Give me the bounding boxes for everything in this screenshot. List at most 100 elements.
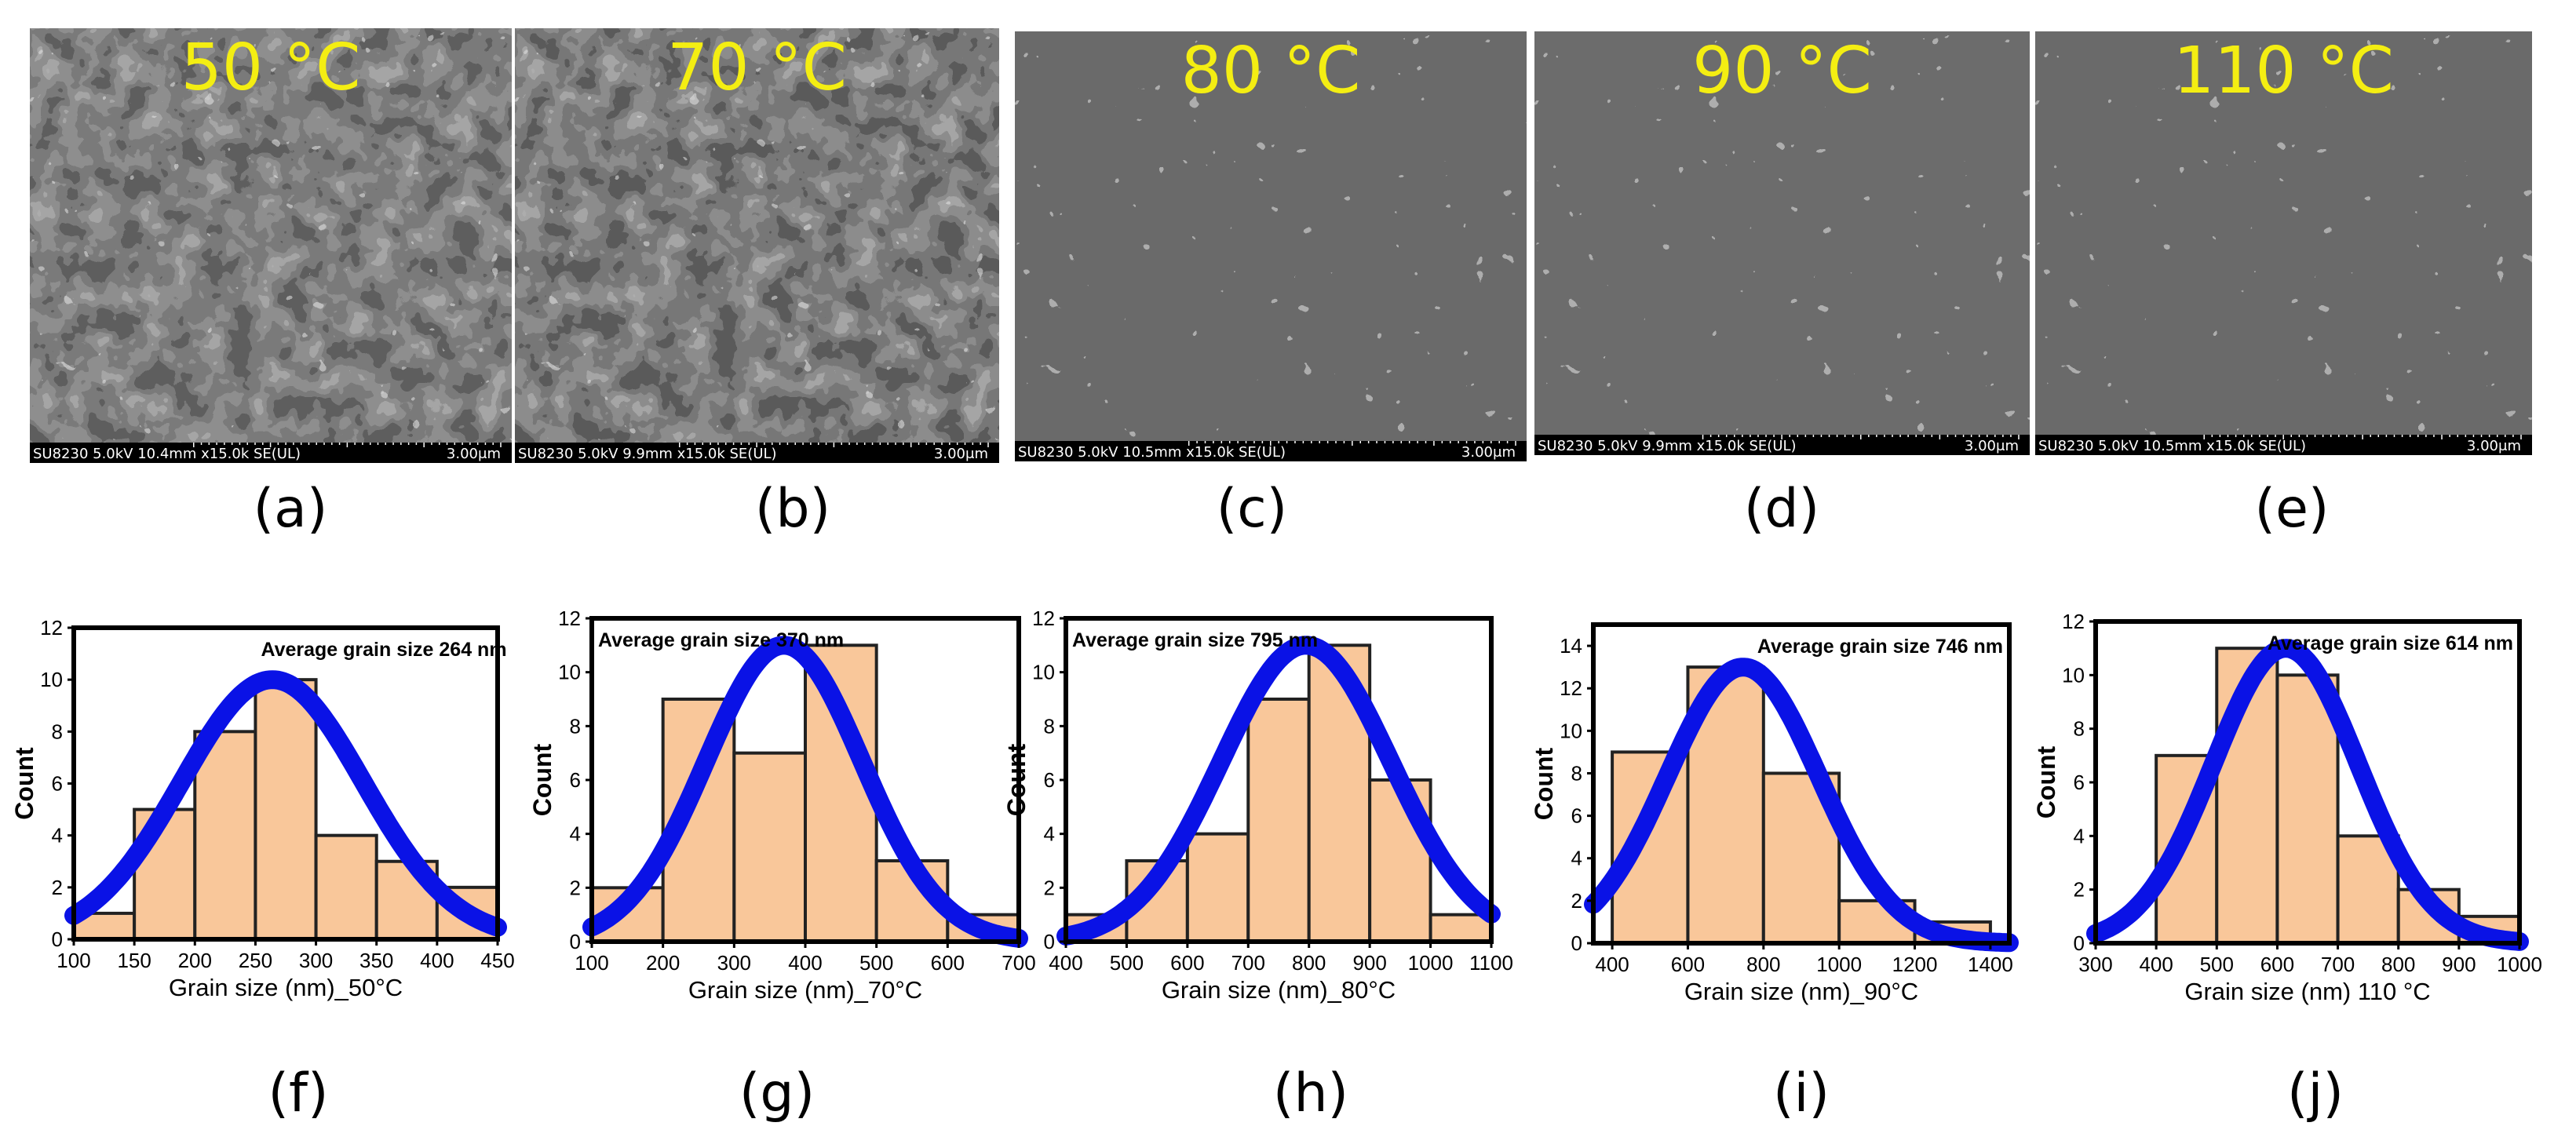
scale-ticks	[193, 443, 502, 447]
x-tick-label: 400	[2139, 953, 2173, 976]
x-tick-label: 300	[2078, 953, 2112, 976]
y-tick-label: 6	[1044, 768, 1055, 792]
sem-acquisition-info: SU8230 5.0kV 10.5mm x15.0k SE(UL)	[1018, 444, 1286, 461]
x-tick-label: 600	[1671, 953, 1705, 976]
temperature-label: 110 °C	[2173, 34, 2394, 108]
scale-bar-label: 3.00μm	[1461, 444, 1516, 461]
x-tick-label: 300	[299, 949, 333, 972]
panel-label-h: (h)	[1272, 1062, 1349, 1124]
x-tick-label: 250	[239, 949, 272, 972]
x-tick-label: 600	[1170, 951, 1204, 975]
x-tick-label: 200	[646, 951, 680, 975]
y-tick-label: 0	[1571, 931, 1582, 955]
sem-image-e: 110 °C SU8230 5.0kV 10.5mm x15.0k SE(UL)…	[2035, 31, 2532, 455]
x-axis-label: Grain size (nm)_80°C	[1162, 976, 1396, 1004]
gaussian-fit-curve	[64, 670, 507, 937]
x-tick-label: 100	[575, 951, 608, 975]
x-tick-label: 900	[2442, 953, 2476, 976]
histogram-bar	[254, 678, 318, 942]
temperature-label: 80 °C	[1180, 34, 1361, 108]
y-tick-label: 8	[52, 720, 63, 743]
scale-ticks	[2203, 435, 2522, 439]
scale-ticks	[1188, 441, 1516, 446]
y-tick-label: 12	[1560, 676, 1582, 700]
y-tick-label: 6	[1571, 804, 1582, 828]
y-tick-label: 10	[1560, 719, 1582, 742]
x-tick-label: 600	[931, 951, 965, 975]
x-tick-label: 800	[2381, 953, 2415, 976]
y-tick-label: 10	[40, 668, 63, 691]
plot-frame	[1591, 622, 2012, 946]
x-axis-label: Grain size (nm)_50°C	[169, 974, 403, 1001]
sem-info-bar: SU8230 5.0kV 10.5mm x15.0k SE(UL) 3.00μm	[2035, 435, 2532, 455]
y-tick-label: 8	[570, 714, 581, 738]
y-axis-label: Count	[2032, 745, 2060, 818]
x-tick-label: 400	[1595, 953, 1629, 976]
x-tick-label: 700	[1231, 951, 1265, 975]
x-tick-label: 800	[1292, 951, 1326, 975]
x-tick-label: 900	[1352, 951, 1386, 975]
y-tick-label: 4	[570, 822, 581, 846]
y-tick-label: 12	[2062, 610, 2085, 633]
panel-label-g: (g)	[739, 1062, 815, 1124]
y-tick-label: 6	[2074, 771, 2085, 794]
x-tick-label: 1000	[2497, 953, 2542, 976]
scale-bar-label: 3.00μm	[446, 446, 501, 462]
x-tick-label: 400	[420, 949, 454, 972]
y-tick-label: 8	[2074, 717, 2085, 741]
panel-label-c: (c)	[1216, 478, 1288, 540]
y-tick-label: 12	[558, 607, 581, 630]
y-tick-label: 2	[2074, 878, 2085, 902]
x-tick-label: 300	[717, 951, 751, 975]
panel-label-i: (i)	[1773, 1062, 1830, 1124]
histogram-h: 0 2 4 6 8 10 12 400 500 600 700 800 900 1000 1100 Avera…	[1002, 607, 1513, 1004]
y-tick-label: 4	[1044, 822, 1055, 846]
y-axis-label: Count	[1530, 747, 1558, 820]
scale-ticks	[1702, 435, 2020, 439]
x-tick-label: 800	[1746, 953, 1780, 976]
y-tick-label: 10	[2062, 663, 2085, 687]
y-tick-label: 2	[52, 876, 63, 899]
y-tick-label: 0	[570, 930, 581, 953]
x-axis-label: Grain size (nm)_90°C	[1684, 978, 1918, 1005]
temperature-label: 70 °C	[667, 31, 847, 105]
x-tick-label: 350	[359, 949, 393, 972]
y-tick-label: 0	[1044, 930, 1055, 953]
y-tick-label: 2	[570, 876, 581, 899]
x-tick-label: 1100	[1469, 951, 1513, 975]
panel-label-d: (d)	[1743, 478, 1820, 540]
x-tick-label: 150	[117, 949, 151, 972]
y-tick-label: 2	[1571, 889, 1582, 913]
x-axis-label: Grain size (nm)_70°C	[688, 976, 922, 1004]
gaussian-fit-curve	[1584, 658, 2019, 953]
histogram-bar	[314, 833, 378, 941]
y-tick-label: 0	[2074, 931, 2085, 955]
x-tick-label: 700	[2321, 953, 2355, 976]
temperature-label: 50 °C	[181, 31, 361, 105]
x-axis-label: Grain size (nm) 110 °C	[2184, 978, 2430, 1005]
y-tick-label: 12	[1032, 607, 1055, 630]
y-tick-label: 4	[2074, 824, 2085, 847]
histogram-i: 0 2 4 6 8 10 12 14 400 600 800 1000 1200 1400 Average …	[1530, 622, 2019, 1005]
panel-label-e: (e)	[2254, 478, 2330, 540]
scale-bar-label: 3.00μm	[2466, 438, 2521, 454]
chart-title: Average grain size 614 nm	[2268, 632, 2513, 654]
chart-title: Average grain size 264 nm	[261, 639, 506, 661]
x-tick-label: 1000	[1816, 953, 1862, 976]
sem-info-bar: SU8230 5.0kV 10.4mm x15.0k SE(UL) 3.00μm	[30, 443, 512, 463]
histogram-j: 0 2 4 6 8 10 12 300 400 500 600 700 800 900 1000 Averag…	[2032, 610, 2542, 1005]
x-tick-label: 400	[1049, 951, 1082, 975]
y-tick-label: 6	[52, 772, 63, 796]
y-tick-label: 8	[1571, 761, 1582, 785]
histogram-bar	[732, 751, 808, 943]
sem-image-d: 90 °C SU8230 5.0kV 9.9mm x15.0k SE(UL) 3…	[1534, 31, 2030, 455]
panel-label-b: (b)	[754, 478, 831, 540]
panel-label-j: (j)	[2287, 1062, 2344, 1124]
panel-label-f: (f)	[268, 1062, 329, 1124]
x-tick-label: 1200	[1892, 953, 1938, 976]
temperature-label: 90 °C	[1692, 34, 1872, 108]
panel-label-a: (a)	[253, 478, 328, 540]
y-tick-label: 2	[1044, 876, 1055, 899]
sem-image-b: 70 °C SU8230 5.0kV 9.9mm x15.0k SE(UL) 3…	[515, 28, 999, 463]
sem-micrograph-texture	[30, 28, 512, 463]
